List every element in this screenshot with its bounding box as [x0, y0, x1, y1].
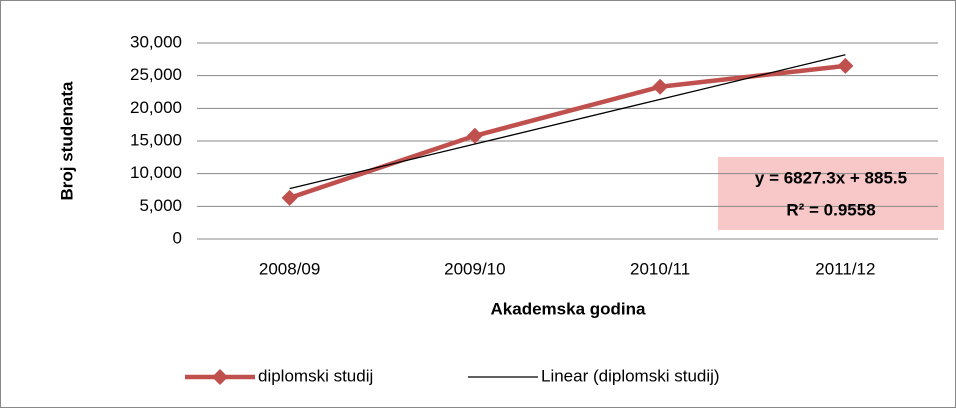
marks	[281, 54, 854, 206]
legend-marker	[212, 369, 228, 385]
y-tick-label: 10,000	[130, 163, 182, 182]
y-tick-label: 30,000	[130, 32, 182, 51]
y-axis-title: Broj studenata	[57, 81, 76, 201]
y-tick-label: 25,000	[130, 65, 182, 84]
marker	[281, 189, 298, 206]
trend-line	[289, 54, 846, 190]
x-tick-label: 2009/10	[444, 259, 505, 278]
x-tick-label: 2010/11	[630, 259, 690, 278]
y-tick-label: 5,000	[139, 196, 182, 215]
marker	[652, 78, 669, 95]
annotation: R² = 0.9558	[786, 200, 875, 219]
y-tick-label: 15,000	[130, 130, 182, 149]
x-tick-label: 2008/09	[259, 259, 320, 278]
x-axis-title: Akademska godina	[491, 299, 646, 318]
grid	[197, 42, 938, 240]
x-tick-label: 2011/12	[815, 259, 875, 278]
annotation-box	[718, 157, 944, 230]
annotation: y = 6827.3x + 885.5	[755, 168, 907, 187]
legend-label: diplomski studij	[258, 366, 373, 385]
legend-label: Linear (diplomski studij)	[541, 366, 720, 385]
y-tick-label: 20,000	[130, 98, 182, 117]
y-tick-label: 0	[173, 228, 182, 247]
marker	[466, 127, 483, 144]
marker	[837, 57, 854, 74]
